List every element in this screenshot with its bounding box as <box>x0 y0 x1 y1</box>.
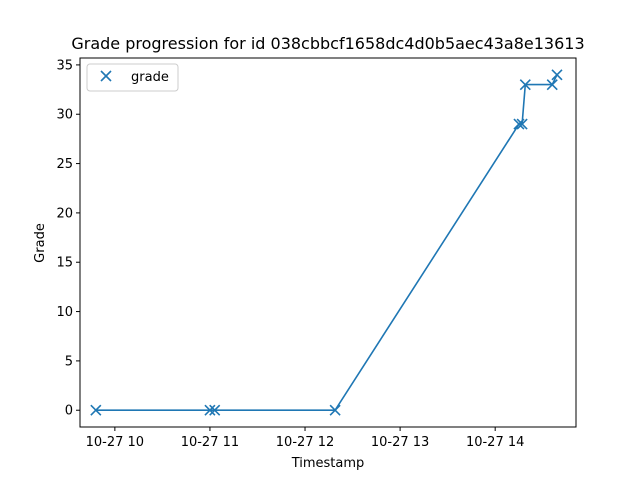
data-point <box>329 404 341 416</box>
x-tick-label: 10-27 11 <box>181 435 239 450</box>
y-tick-label: 15 <box>56 256 73 271</box>
y-tick-label: 20 <box>56 206 73 221</box>
x-tick-label: 10-27 13 <box>371 435 429 450</box>
y-tick-label: 30 <box>56 108 73 123</box>
x-tick-label: 10-27 12 <box>276 435 334 450</box>
data-point <box>90 404 102 416</box>
y-tick-label: 5 <box>65 354 73 369</box>
plot-area <box>79 57 577 428</box>
y-axis: 0 5 10 15 20 25 30 35 <box>56 58 80 419</box>
data-point <box>551 69 563 81</box>
y-axis-label: Grade <box>33 223 48 263</box>
x-tick-label: 10-27 10 <box>86 435 144 450</box>
y-tick-label: 10 <box>56 305 73 320</box>
series-layer <box>90 69 563 416</box>
y-tick-label: 25 <box>56 157 73 172</box>
legend: grade <box>86 63 179 92</box>
data-point <box>546 79 558 91</box>
x-tick-label: 10-27 14 <box>466 435 524 450</box>
chart-title: Grade progression for id 038cbbcf1658dc4… <box>71 34 584 53</box>
data-point <box>204 404 216 416</box>
legend-label: grade <box>131 70 169 85</box>
legend-box <box>86 63 179 92</box>
data-point <box>516 118 528 130</box>
data-point <box>209 404 221 416</box>
x-axis: 10-27 10 10-27 11 10-27 12 10-27 13 10-27 14 <box>86 427 524 450</box>
data-point <box>519 79 531 91</box>
data-point <box>513 118 525 130</box>
y-tick-label: 0 <box>65 404 73 419</box>
y-tick-label: 35 <box>56 58 73 73</box>
legend-marker-icon <box>100 70 112 82</box>
x-axis-label: Timestamp <box>291 456 365 471</box>
